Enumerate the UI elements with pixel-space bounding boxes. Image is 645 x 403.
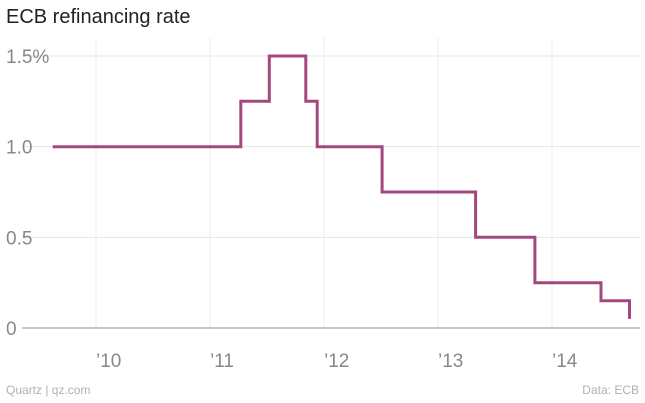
tick-labels: 0 0.5 1.0 1.5% ’10 ’11 ’12 ’13 ’14	[6, 47, 578, 372]
y-tick-label: 0.5	[6, 228, 32, 249]
y-tick-label: 1.5%	[6, 47, 49, 68]
y-tick-label: 1.0	[6, 138, 32, 159]
x-tick-label: ’10	[96, 351, 121, 372]
refinancing-rate-line	[52, 54, 631, 319]
x-tick-label: ’11	[210, 351, 234, 372]
grid-lines	[22, 38, 640, 328]
chart-title: ECB refinancing rate	[6, 6, 191, 28]
y-tick-label: 0	[6, 319, 17, 340]
x-tick-label: ’14	[552, 351, 578, 372]
x-tick-label: ’12	[324, 351, 349, 372]
x-tick-label: ’13	[438, 351, 463, 372]
series-layer	[52, 54, 631, 319]
source-credit: Quartz | qz.com	[6, 383, 91, 397]
data-source: Data: ECB	[582, 383, 639, 397]
